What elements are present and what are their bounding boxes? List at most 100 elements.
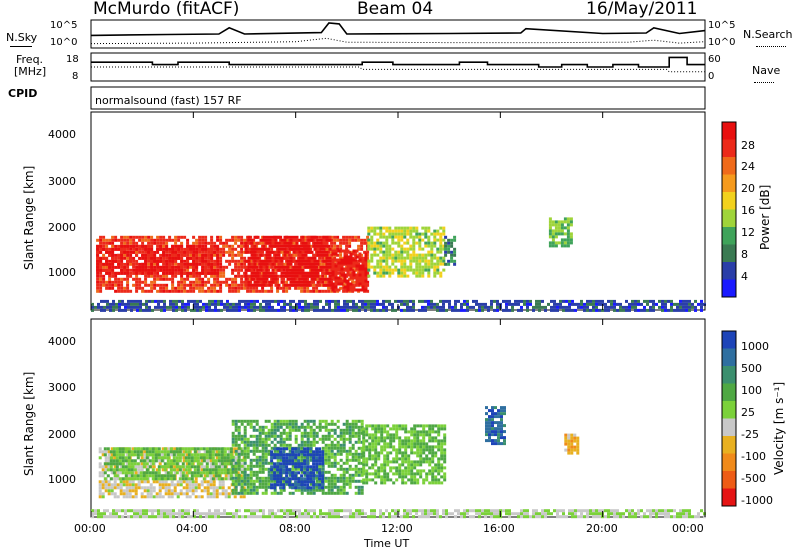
velocity-cell-2 <box>279 488 283 492</box>
power-cell-2 <box>256 277 260 281</box>
power-cell-7 <box>646 299 649 303</box>
power-cell-7 <box>577 305 580 309</box>
power-cell-7 <box>544 308 547 312</box>
power-cell-2 <box>304 241 308 245</box>
power-cell-2 <box>316 262 320 266</box>
power-cell-7 <box>172 305 175 309</box>
power-cell-7 <box>436 302 439 306</box>
velocity-cell-0 <box>149 486 153 490</box>
power-cell-6 <box>557 220 561 224</box>
power-cell-7 <box>241 305 244 309</box>
power-cell-0 <box>231 238 235 242</box>
power-cell-7 <box>526 299 529 303</box>
power-cell-7 <box>136 308 139 312</box>
power-cell-1 <box>96 250 100 254</box>
velocity-cell-1 <box>115 459 119 463</box>
power-cell-4 <box>430 241 434 245</box>
power-cell-7 <box>289 299 292 303</box>
power-cell-2 <box>274 256 278 260</box>
power-cell-0 <box>294 277 298 281</box>
power-cell-4 <box>382 271 386 275</box>
power-cell-7 <box>502 299 505 303</box>
power-cell-1 <box>204 244 208 248</box>
velocity-cell-2 <box>351 434 355 438</box>
power-cell-1 <box>99 259 103 263</box>
velocity-cell-2 <box>246 455 250 459</box>
power-cell-4 <box>370 259 374 263</box>
velocity-cell-2 <box>354 458 358 462</box>
power-cell-4 <box>409 262 413 266</box>
power-cell-1 <box>177 247 181 251</box>
power-cell-4 <box>376 232 380 236</box>
power-cell-1 <box>213 244 217 248</box>
velocity-cell-2 <box>351 419 355 423</box>
power-cell-0 <box>198 259 202 263</box>
velocity-cell-0 <box>140 465 144 469</box>
power-cell-7 <box>406 299 409 303</box>
power-cell-0 <box>237 268 241 272</box>
velocity-cell-0 <box>203 480 207 484</box>
power-cell-7 <box>544 305 547 309</box>
power-cell-7 <box>388 302 391 306</box>
power-cell-7 <box>181 299 184 303</box>
power-cell-3 <box>361 258 365 262</box>
power-cell-0 <box>144 289 148 293</box>
power-cell-4 <box>400 226 404 230</box>
power-cell-2 <box>307 241 311 245</box>
power-cell-7 <box>283 308 286 312</box>
velocity-cell-0 <box>203 465 207 469</box>
power-cell-2 <box>295 247 299 251</box>
power-cell-0 <box>222 244 226 248</box>
power-cell-2 <box>247 256 251 260</box>
velocity-cell-0 <box>206 480 210 484</box>
power-cell-4 <box>409 265 413 269</box>
power-cell-1 <box>117 244 121 248</box>
velocity-cell-0 <box>122 489 126 493</box>
power-cell-0 <box>144 283 148 287</box>
power-cell-1 <box>213 262 217 266</box>
power-cell-7 <box>670 305 673 309</box>
power-cell-0 <box>180 286 184 290</box>
power-cell-4 <box>433 241 437 245</box>
power-cell-0 <box>351 280 355 284</box>
velocity-cell-2 <box>339 452 343 456</box>
velocity-cell-1 <box>172 474 176 478</box>
velocity-cell-0 <box>158 492 162 496</box>
power-cell-7 <box>589 302 592 306</box>
power-cell-0 <box>117 286 121 290</box>
power-cell-0 <box>219 283 223 287</box>
nsearch-legend-line <box>756 46 786 47</box>
power-cell-2 <box>280 244 284 248</box>
velocity-cell-2 <box>249 464 253 468</box>
power-cell-1 <box>102 256 106 260</box>
velocity-cell-1 <box>196 468 200 472</box>
velocity-cell-2 <box>318 479 322 483</box>
velocity-cell-2 <box>240 437 244 441</box>
power-cell-2 <box>274 259 278 263</box>
velocity-cell-2 <box>243 425 247 429</box>
power-cell-7 <box>127 299 130 303</box>
power-cell-3 <box>358 270 362 274</box>
power-cell-2 <box>310 259 314 263</box>
power-cell-0 <box>201 235 205 239</box>
velocity-cell-3 <box>282 486 286 490</box>
power-cell-7 <box>349 305 352 309</box>
velocity-cell-0 <box>140 495 144 499</box>
power-cell-7 <box>526 305 529 309</box>
power-cell-2 <box>256 235 260 239</box>
velocity-cell-1 <box>226 471 230 475</box>
velocity-cell-0 <box>161 468 165 472</box>
power-cell-0 <box>273 268 277 272</box>
velocity-cell-0 <box>182 450 186 454</box>
velocity-cell-1 <box>154 471 158 475</box>
velocity-cell-2 <box>255 437 259 441</box>
velocity-cell-0 <box>176 480 180 484</box>
power-cell-3 <box>349 267 353 271</box>
power-cell-7 <box>700 299 703 303</box>
power-cell-0 <box>204 235 208 239</box>
velocity-cell-1 <box>181 471 185 475</box>
power-cell-3 <box>334 258 338 262</box>
velocity-cell-0 <box>134 489 138 493</box>
power-cell-0 <box>198 280 202 284</box>
velocity-cell-1 <box>133 453 137 457</box>
